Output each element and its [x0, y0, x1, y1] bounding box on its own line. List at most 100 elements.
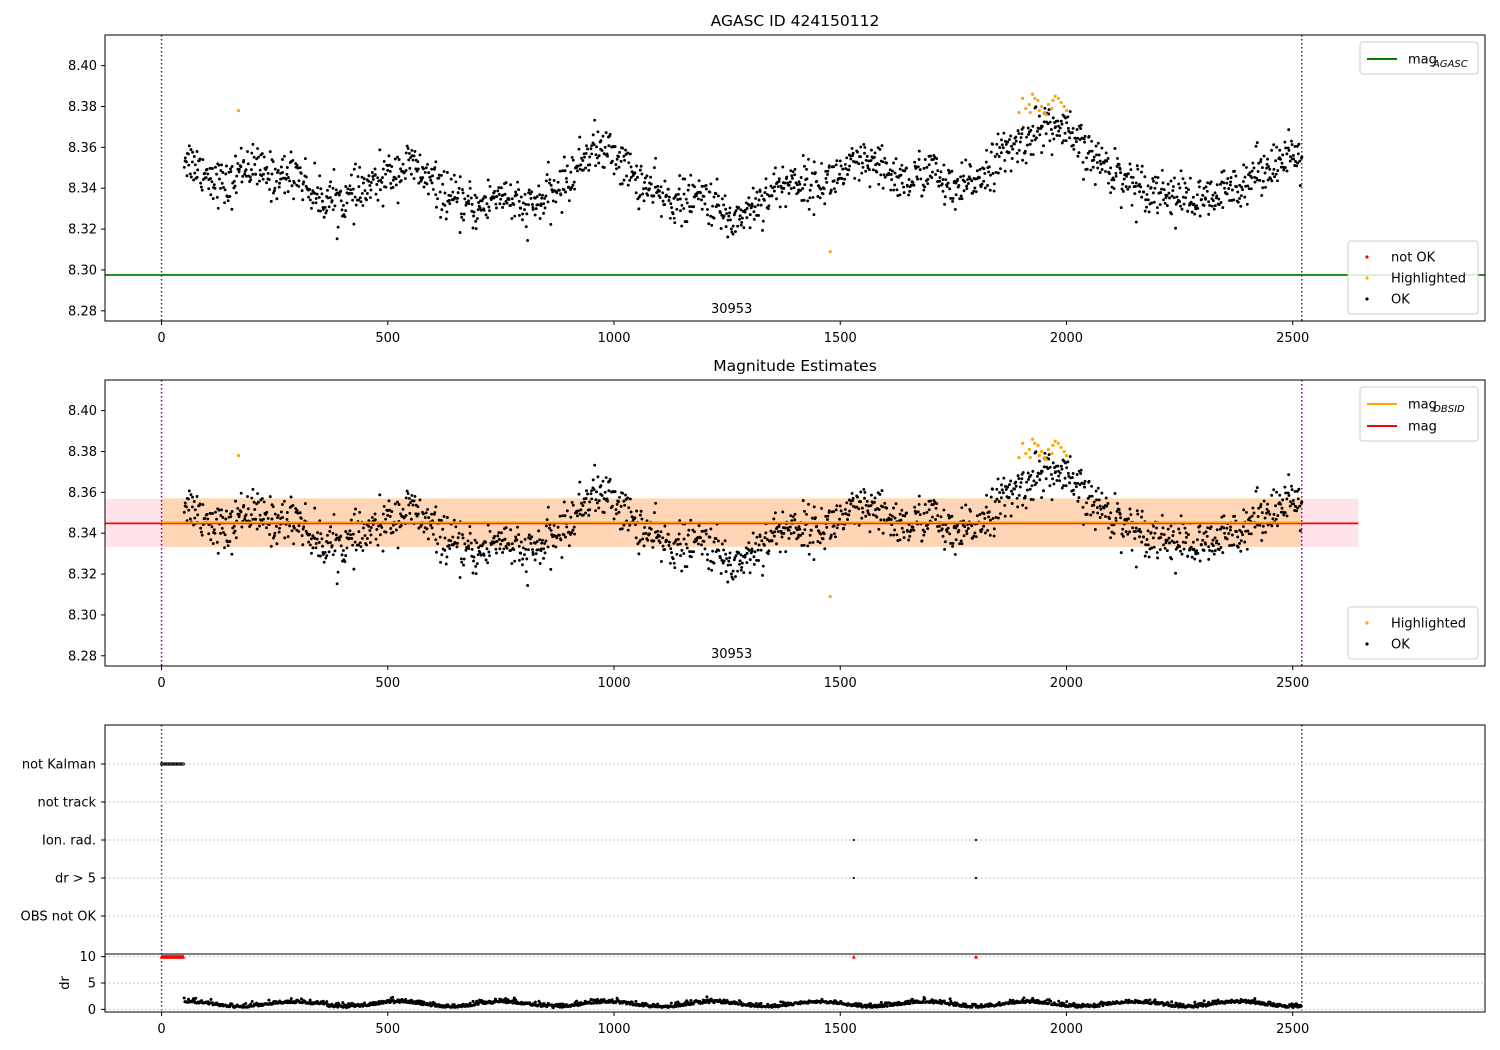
ok-point: [215, 172, 218, 176]
ok-point: [663, 548, 667, 551]
dr-point: [559, 1002, 563, 1006]
ok-point: [272, 189, 276, 193]
ok-point: [1202, 186, 1206, 190]
ok-point: [714, 537, 718, 541]
ok-point: [1210, 204, 1214, 208]
ok-point: [720, 542, 724, 546]
ok-point: [753, 205, 757, 209]
ok-point: [777, 177, 781, 181]
ok-point: [1266, 502, 1269, 506]
ok-point: [922, 533, 926, 537]
ok-point: [815, 524, 819, 528]
ok-point: [339, 544, 343, 548]
ok-point: [601, 134, 605, 138]
ok-point: [1047, 457, 1051, 461]
ok-point: [501, 551, 505, 554]
ok-point: [1110, 185, 1114, 189]
ok-point: [455, 545, 459, 549]
panel-estimates-legend-lines-frame: [1359, 386, 1479, 442]
ok-point: [545, 518, 549, 522]
ok-point: [546, 545, 550, 549]
ok-point: [682, 552, 686, 555]
ok-point: [405, 489, 409, 493]
ok-point: [722, 559, 726, 563]
ok-point: [303, 502, 307, 506]
ok-point: [1044, 477, 1048, 481]
ok-point: [1259, 157, 1263, 161]
ok-point: [544, 179, 548, 183]
ok-point: [268, 533, 272, 536]
ok-point: [1184, 196, 1188, 200]
ok-point: [458, 231, 462, 234]
ok-point: [825, 525, 829, 529]
ok-point: [908, 534, 912, 538]
ok-point: [307, 195, 311, 199]
ok-point: [549, 222, 553, 226]
ok-point: [369, 533, 373, 537]
ok-point: [936, 169, 940, 173]
ok-point: [1042, 465, 1046, 469]
ok-point: [1211, 199, 1215, 203]
ok-point: [271, 505, 275, 509]
ok-point: [1136, 512, 1140, 516]
ok-point: [865, 499, 869, 503]
ok-point: [739, 208, 743, 212]
ok-point: [327, 550, 331, 554]
ok-point: [877, 163, 881, 167]
ok-point: [1254, 144, 1258, 148]
dr-point: [417, 999, 421, 1003]
ok-point: [811, 540, 815, 544]
ok-point: [1119, 206, 1123, 210]
ok-point: [326, 541, 330, 545]
ok-point: [729, 227, 733, 231]
ok-point: [1165, 204, 1169, 208]
ok-point: [755, 190, 759, 194]
ok-point: [769, 529, 773, 533]
ok-point: [850, 491, 854, 495]
ok-point: [418, 153, 422, 157]
ok-point: [589, 147, 593, 151]
ok-point: [201, 158, 205, 162]
ok-point: [207, 187, 211, 191]
ok-point: [1112, 178, 1116, 182]
panel-estimates-legend-line-label: mag: [1408, 398, 1437, 413]
ok-point: [1296, 152, 1300, 156]
ok-point: [964, 503, 968, 507]
ok-point: [533, 196, 537, 200]
ok-point: [1155, 206, 1159, 209]
ok-point: [517, 199, 521, 203]
ok-point: [946, 526, 950, 530]
ok-point: [1223, 186, 1227, 190]
ok-point: [1150, 546, 1154, 550]
ok-point: [339, 189, 343, 193]
ok-point: [869, 493, 873, 497]
ok-point: [960, 542, 964, 546]
ok-point: [337, 538, 341, 542]
ok-point: [1197, 530, 1201, 534]
ok-point: [195, 175, 199, 179]
ok-point: [376, 543, 380, 547]
ok-point: [1246, 184, 1250, 188]
ok-point: [1128, 507, 1132, 511]
ok-point: [799, 176, 803, 179]
ok-point: [318, 554, 322, 558]
ok-point: [272, 536, 275, 540]
ok-point: [471, 571, 475, 575]
ok-point: [758, 535, 762, 538]
ok-point: [867, 513, 871, 517]
ok-point: [1209, 180, 1213, 184]
ok-point: [389, 182, 393, 185]
ok-point: [1294, 159, 1297, 163]
ok-point: [949, 541, 953, 545]
ok-point: [1258, 178, 1262, 182]
dr-point: [1020, 998, 1024, 1002]
ok-point: [379, 188, 382, 192]
dr-point: [590, 1001, 594, 1005]
ok-point: [1083, 134, 1087, 138]
ok-point: [272, 534, 276, 538]
ok-point: [339, 199, 343, 203]
ok-point: [300, 189, 304, 193]
ok-point: [1184, 186, 1188, 190]
ok-point: [1196, 206, 1200, 210]
